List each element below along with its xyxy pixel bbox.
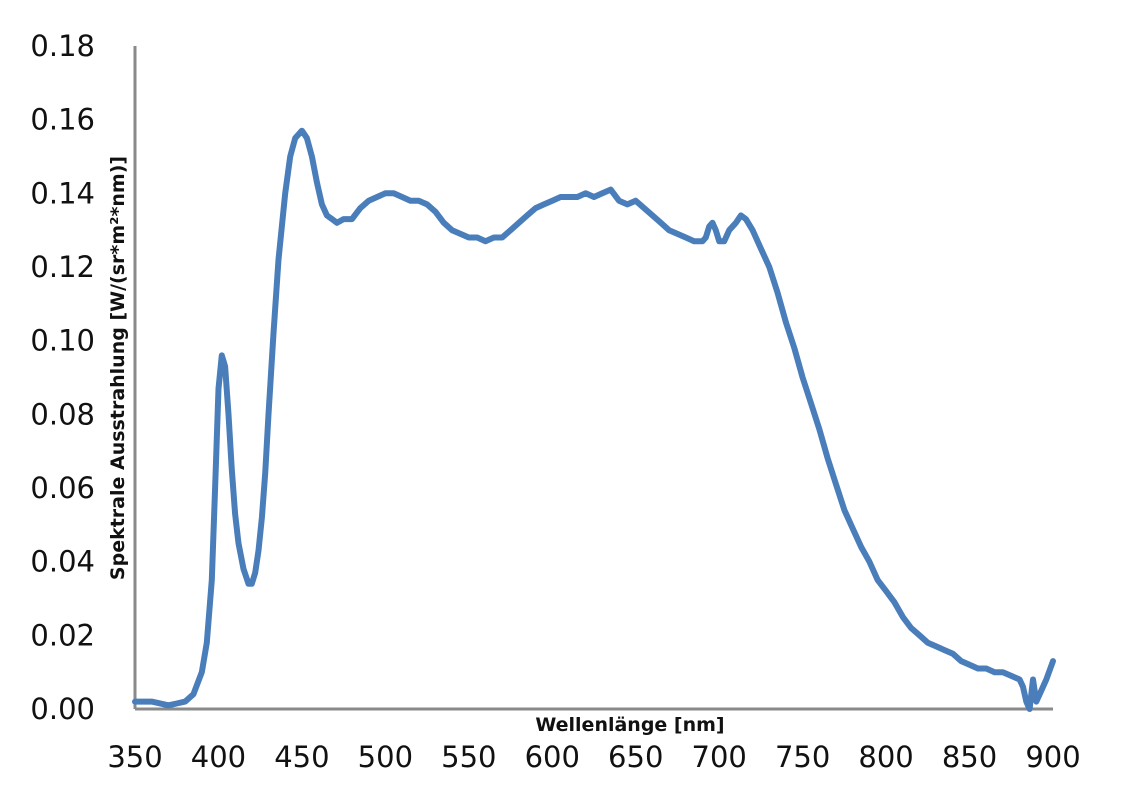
y-axis-ticks: 0.00 0.02 0.04 0.06 0.08 0.10 0.12 0.14 0.16 0.18 bbox=[30, 29, 95, 726]
x-tick-label: 800 bbox=[858, 740, 913, 774]
x-tick-label: 450 bbox=[274, 740, 329, 774]
y-tick-label: 0.02 bbox=[30, 618, 95, 652]
series-line bbox=[132, 127, 1056, 712]
y-tick-label: 0.00 bbox=[30, 692, 95, 726]
y-tick-label: 0.12 bbox=[30, 250, 95, 284]
y-axis-title: Spektrale Ausstrahlung [W/(sr*m²*nm)] bbox=[107, 156, 129, 580]
y-tick-label: 0.10 bbox=[30, 324, 95, 358]
y-tick-label: 0.16 bbox=[30, 103, 95, 137]
y-tick-label: 0.18 bbox=[30, 29, 95, 63]
x-axis-ticks: 350 400 450 500 550 600 650 700 750 800 850 900 bbox=[107, 740, 1080, 774]
x-tick-label: 850 bbox=[942, 740, 997, 774]
y-tick-label: 0.08 bbox=[30, 397, 95, 431]
x-tick-label: 900 bbox=[1025, 740, 1080, 774]
y-tick-label: 0.04 bbox=[30, 545, 95, 579]
x-tick-label: 350 bbox=[107, 740, 162, 774]
x-tick-label: 600 bbox=[525, 740, 580, 774]
y-tick-label: 0.06 bbox=[30, 471, 95, 505]
x-tick-label: 500 bbox=[358, 740, 413, 774]
x-tick-label: 650 bbox=[608, 740, 663, 774]
x-tick-label: 400 bbox=[191, 740, 246, 774]
x-tick-label: 700 bbox=[692, 740, 747, 774]
x-tick-label: 550 bbox=[441, 740, 496, 774]
x-tick-label: 750 bbox=[775, 740, 830, 774]
x-axis-title: Wellenlänge [nm] bbox=[535, 714, 724, 736]
y-tick-label: 0.14 bbox=[30, 176, 95, 210]
